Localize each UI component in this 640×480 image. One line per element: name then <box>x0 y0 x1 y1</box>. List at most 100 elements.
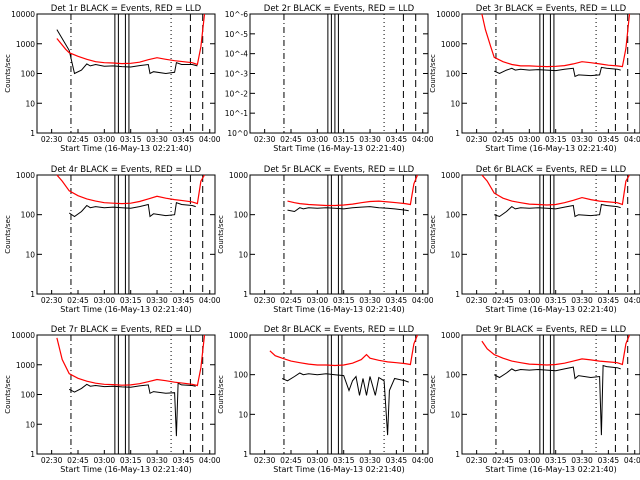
x-axis-label: Start Time (16-May-13 02:21:40) <box>273 144 404 153</box>
y-tick-label: 10 <box>25 420 35 429</box>
x-tick-label: 03:15 <box>120 135 142 144</box>
y-axis-label: Counts/sec <box>4 54 12 93</box>
y-tick-label: 1 <box>30 290 35 299</box>
x-tick-label: 02:45 <box>280 135 302 144</box>
lld-series-line <box>56 13 206 66</box>
x-tick-label: 04:00 <box>199 456 221 465</box>
y-tick-label: 10 <box>450 99 460 108</box>
x-tick-label: 03:45 <box>386 296 408 305</box>
x-tick-label: 03:15 <box>333 296 355 305</box>
y-tick-label: 1000 <box>441 171 460 180</box>
x-tick-label: 03:30 <box>146 456 168 465</box>
chart-title: Det 7r BLACK = Events, RED = LLD <box>51 325 202 335</box>
y-tick-label: 1 <box>455 129 460 138</box>
y-tick-label: 1 <box>30 450 35 459</box>
x-axis-label: Start Time (16-May-13 02:21:40) <box>60 465 191 474</box>
x-tick-label: 02:30 <box>254 135 276 144</box>
y-tick-label: 10^-4 <box>225 50 249 59</box>
x-tick-label: 03:30 <box>359 135 381 144</box>
y-tick-label: 100 <box>446 371 461 380</box>
x-tick-label: 03:15 <box>120 456 142 465</box>
y-tick-label: 1000 <box>229 171 248 180</box>
lld-series-line <box>287 174 419 207</box>
chart-panel-4: Det 4r BLACK = Events, RED = LLD Counts/s… <box>4 165 221 314</box>
y-tick-label: 10000 <box>436 10 460 19</box>
y-tick-label: 1000 <box>441 331 460 340</box>
x-tick-label: 02:45 <box>492 135 514 144</box>
y-tick-label: 10 <box>25 99 35 108</box>
plot-frame <box>461 334 640 455</box>
x-tick-label: 02:45 <box>492 296 514 305</box>
x-tick-label: 03:00 <box>94 296 116 305</box>
y-tick-label: 1000 <box>441 40 460 49</box>
plot-frame <box>36 334 216 455</box>
plot-frame <box>249 13 429 134</box>
chart-panel-6: Det 6r BLACK = Events, RED = LLD Counts/s… <box>429 165 640 314</box>
plot-frame <box>249 174 429 295</box>
chart-title: Det 2r BLACK = Events, RED = LLD <box>264 4 415 14</box>
plot-frame <box>461 13 640 134</box>
x-tick-label: 03:00 <box>94 135 116 144</box>
events-series-line <box>287 206 409 213</box>
x-tick-label: 03:30 <box>359 456 381 465</box>
y-tick-label: 10 <box>238 250 248 259</box>
events-series-line <box>56 29 198 75</box>
x-tick-label: 03:00 <box>307 296 329 305</box>
chart-title: Det 1r BLACK = Events, RED = LLD <box>51 4 202 14</box>
chart-title: Det 4r BLACK = Events, RED = LLD <box>51 165 202 175</box>
x-tick-label: 02:30 <box>254 456 276 465</box>
x-tick-label: 03:30 <box>571 296 593 305</box>
chart-title: Det 3r BLACK = Events, RED = LLD <box>476 4 627 14</box>
lld-series-line <box>481 174 631 206</box>
events-series-line <box>68 202 196 218</box>
chart-panel-2: Det 2r BLACK = Events, RED = LLD 10^-6 10^… <box>225 4 434 153</box>
y-tick-label: 10^-5 <box>225 30 249 39</box>
y-axis-label: Counts/sec <box>429 215 437 254</box>
y-tick-label: 10 <box>450 410 460 419</box>
x-tick-label: 03:30 <box>146 296 168 305</box>
y-tick-label: 1000 <box>16 361 35 370</box>
x-tick-label: 03:45 <box>598 456 620 465</box>
x-axis-label: Start Time (16-May-13 02:21:40) <box>273 465 404 474</box>
x-tick-label: 04:00 <box>624 296 640 305</box>
x-tick-label: 03:15 <box>333 456 355 465</box>
x-axis-label: Start Time (16-May-13 02:21:40) <box>273 305 404 314</box>
x-tick-label: 03:15 <box>545 456 567 465</box>
y-axis-label: Counts/sec <box>429 375 437 414</box>
chart-panel-7: Det 7r BLACK = Events, RED = LLD Counts/s… <box>4 325 221 474</box>
x-axis-label: Start Time (16-May-13 02:21:40) <box>485 144 616 153</box>
y-tick-label: 10^-1 <box>225 109 249 118</box>
y-tick-label: 1000 <box>16 40 35 49</box>
lld-series-line <box>56 334 206 387</box>
chart-title: Det 6r BLACK = Events, RED = LLD <box>476 165 627 175</box>
x-tick-label: 02:45 <box>67 456 89 465</box>
x-tick-label: 02:30 <box>41 296 63 305</box>
events-series-line <box>494 203 621 218</box>
x-tick-label: 03:00 <box>519 456 541 465</box>
events-series-line <box>493 66 621 78</box>
x-tick-label: 02:30 <box>466 135 488 144</box>
x-tick-label: 04:00 <box>412 135 434 144</box>
x-tick-label: 02:30 <box>254 296 276 305</box>
chart-title: Det 5r BLACK = Events, RED = LLD <box>264 165 415 175</box>
x-tick-label: 02:30 <box>41 456 63 465</box>
lld-series-line <box>481 334 631 366</box>
x-tick-label: 03:45 <box>598 296 620 305</box>
y-axis-label: Counts/sec <box>4 375 12 414</box>
x-tick-label: 04:00 <box>412 456 434 465</box>
x-tick-label: 04:00 <box>624 135 640 144</box>
y-tick-label: 1 <box>455 450 460 459</box>
y-tick-label: 100 <box>446 70 461 79</box>
x-tick-label: 03:00 <box>307 135 329 144</box>
events-series-line <box>68 382 196 437</box>
chart-title: Det 9r BLACK = Events, RED = LLD <box>476 325 627 335</box>
y-tick-label: 1 <box>243 290 248 299</box>
plot-frame <box>461 174 640 295</box>
x-axis-label: Start Time (16-May-13 02:21:40) <box>485 465 616 474</box>
x-tick-label: 03:30 <box>359 296 381 305</box>
y-tick-label: 100 <box>234 371 249 380</box>
lld-series-line <box>481 13 631 68</box>
x-axis-label: Start Time (16-May-13 02:21:40) <box>60 144 191 153</box>
plot-frame <box>36 174 216 295</box>
